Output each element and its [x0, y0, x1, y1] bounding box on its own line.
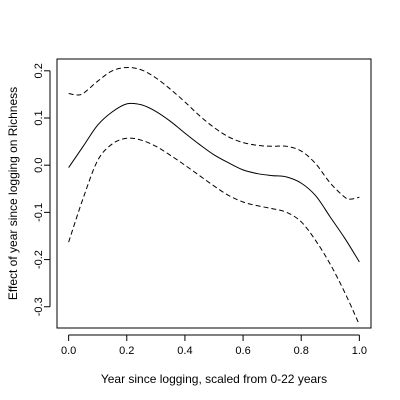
x-axis: 0.0 0.2 0.4 0.6 0.8 1.0	[61, 334, 367, 357]
y-tick-label: -0.3	[33, 297, 45, 316]
x-tick-label: 0.8	[294, 345, 309, 357]
y-tick-label: 0.0	[33, 158, 45, 173]
x-tick-label: 0.6	[235, 345, 250, 357]
x-tick-label: 0.0	[61, 345, 76, 357]
y-tick-label: -0.1	[33, 203, 45, 222]
x-tick-label: 0.4	[177, 345, 192, 357]
y-tick-label: 0.1	[33, 110, 45, 125]
y-tick-label: -0.2	[33, 250, 45, 269]
x-tick-label: 0.2	[119, 345, 134, 357]
series-layer	[68, 66, 360, 325]
lower-confidence-line	[68, 137, 360, 325]
x-axis-label: Year since logging, scaled from 0-22 yea…	[101, 372, 327, 386]
y-axis: -0.3 -0.2 -0.1 0.0 0.1 0.2	[33, 63, 51, 316]
y-tick-label: 0.2	[33, 63, 45, 78]
x-tick-label: 1.0	[352, 345, 367, 357]
estimate-line	[68, 102, 360, 263]
y-axis-label: Effect of year since logging on Richness	[6, 87, 20, 300]
plot-frame	[56, 58, 372, 329]
